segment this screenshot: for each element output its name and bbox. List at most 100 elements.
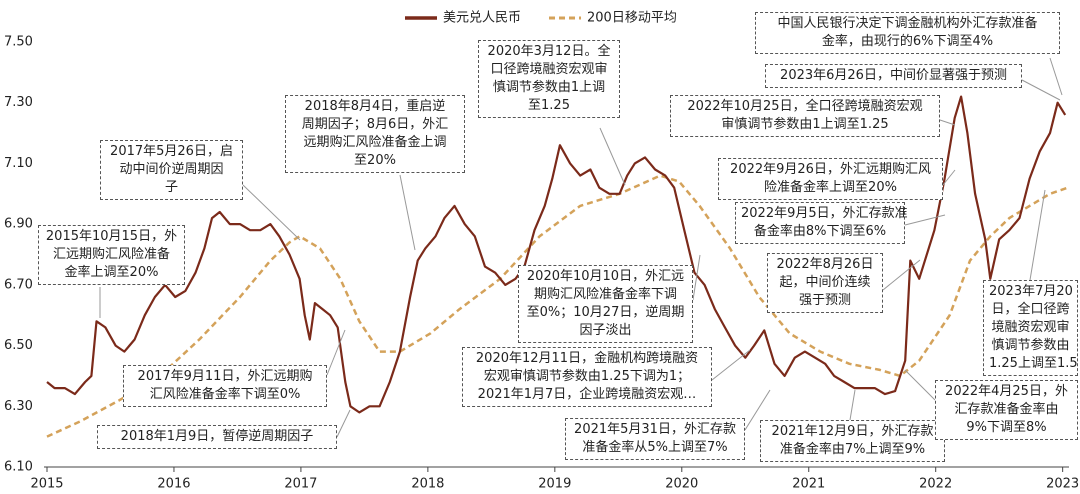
annotation-text: 至1.25 bbox=[528, 98, 570, 113]
annotation-leader bbox=[904, 369, 936, 401]
annotation-box: 2023年6月26日，中间价显著强于预测 bbox=[765, 64, 1022, 88]
annotation-box: 2017年5月26日，启 动中间价逆周期因子 bbox=[100, 140, 243, 200]
annotation-text: 2018年8月4日，重启逆 bbox=[304, 99, 446, 114]
annotation-leader bbox=[882, 259, 921, 291]
annotation-text: 2017年9月11日，外汇远期购 bbox=[137, 369, 313, 384]
x-tick-label: 2020 bbox=[665, 477, 698, 492]
annotation-text: 2020年3月12日。全 bbox=[487, 44, 611, 59]
annotation-box: 2017年9月11日，外汇远期购 汇风险准备金率下调至0% bbox=[123, 365, 327, 407]
annotation-text: 起，中间价连续 bbox=[779, 275, 871, 290]
annotation-text: 2022年10月25日，全口径跨境融资宏观 bbox=[687, 99, 923, 114]
annotation-text: 汇远期购汇风险准备 bbox=[52, 247, 170, 262]
annotation-leader bbox=[599, 127, 626, 186]
annotation-text: 慎调节参数由 bbox=[991, 338, 1070, 353]
annotation-box: 2020年12月11日，金融机构跨境融资 宏观审慎调节参数由1.25下调为1； 20… bbox=[462, 347, 712, 407]
annotation-leader bbox=[711, 349, 751, 381]
annotation-text: 2020年12月11日，金融机构跨境融资 bbox=[475, 351, 699, 366]
annotation-leader bbox=[904, 214, 946, 226]
annotation-text: 2022年9月26日，外汇远期购汇风 bbox=[730, 162, 931, 177]
annotation-leader bbox=[1029, 189, 1046, 281]
annotation-leader bbox=[939, 119, 956, 126]
annotation-box: 2022年4月25日，外 汇存款准备金率由 9%下调至8% bbox=[935, 380, 1078, 440]
series-line bbox=[46, 95, 1067, 414]
annotation-text: 2021年12月9日，外汇存款 bbox=[771, 424, 934, 439]
annotation-text: 期购汇风险准备金率下调 bbox=[533, 287, 677, 302]
annotation-text: 至20% bbox=[354, 153, 396, 168]
annotation-leader bbox=[1021, 79, 1061, 101]
y-tick-label: 6.30 bbox=[4, 399, 33, 414]
x-tick-label: 2018 bbox=[411, 477, 444, 492]
annotation-text: 备金率由8%下调至6% bbox=[753, 224, 887, 239]
annotation-text: 汇存款准备金率由 bbox=[954, 402, 1059, 417]
series-line bbox=[46, 174, 1069, 438]
annotation-box: 2015年10月15日，外 汇远期购汇风险准备 金率上调至20% bbox=[38, 225, 185, 285]
annotation-leader bbox=[242, 184, 301, 241]
annotation-text: 2022年9月5日，外汇存款准 bbox=[741, 206, 908, 221]
y-tick-label: 7.30 bbox=[4, 95, 33, 110]
y-tick-label: 6.50 bbox=[4, 338, 33, 353]
annotation-text: 动中间价逆周期因 bbox=[119, 162, 224, 177]
annotation-leader bbox=[942, 169, 956, 186]
annotation-box: 2022年8月26日 起，中间价连续 强于预测 bbox=[767, 253, 883, 313]
annotation-box: 2023年7月20 日，全口径跨 境融资宏观审 慎调节参数由 1.25上调至1.5 bbox=[983, 280, 1078, 376]
x-tick-label: 2021 bbox=[792, 477, 825, 492]
annotation-text: 2021年1月7日，企业跨境融资宏观… bbox=[477, 387, 697, 402]
x-tick-label: 2016 bbox=[157, 477, 190, 492]
annotation-leader bbox=[692, 254, 701, 301]
annotation-text: 因子淡出 bbox=[579, 323, 632, 338]
annotation-text: 境融资宏观审 bbox=[991, 320, 1070, 335]
x-tick-label: 2023 bbox=[1046, 477, 1079, 492]
annotation-text: 至0%；10月27日，逆周期 bbox=[526, 305, 685, 320]
annotation-text: 周期因子；8月6日，外汇 bbox=[301, 117, 449, 132]
annotation-leader bbox=[336, 409, 351, 438]
annotation-text: 2022年8月26日 bbox=[776, 257, 874, 272]
annotation-leader bbox=[744, 389, 771, 431]
annotation-box: 中国人民银行决定下调金融机构外汇存款准备 金率，由现行的6%下调至4% bbox=[755, 12, 1060, 54]
y-tick-label: 7.10 bbox=[4, 156, 33, 171]
annotation-text: 2021年5月31日，外汇存款 bbox=[574, 422, 736, 437]
annotation-text: 1.25上调至1.5 bbox=[989, 356, 1078, 371]
annotation-text: 2022年4月25日，外 bbox=[945, 384, 1068, 399]
annotation-text: 日，全口径跨 bbox=[991, 302, 1070, 317]
annotation-text: 子 bbox=[164, 180, 178, 195]
annotation-text: 金率，由现行的6%下调至4% bbox=[821, 34, 994, 49]
annotation-leader bbox=[326, 329, 346, 376]
annotation-text: 慎调节参数由1上调 bbox=[492, 80, 606, 95]
annotation-text: 中国人民银行决定下调金融机构外汇存款准备 bbox=[777, 16, 1038, 31]
x-tick-label: 2022 bbox=[919, 477, 952, 492]
annotation-box: 2020年10月10日，外汇远 期购汇风险准备金率下调 至0%；10月27日，逆周期… bbox=[518, 265, 693, 343]
annotation-text: 险准备金率上调至20% bbox=[764, 180, 897, 195]
annotation-text: 2017年5月26日，启 bbox=[110, 144, 233, 159]
annotation-box: 2018年8月4日，重启逆 周期因子；8月6日，外汇 远期购汇风险准备金上调 至20% bbox=[285, 95, 465, 173]
annotation-text: 宏观审慎调节参数由1.25下调为1； bbox=[483, 369, 691, 384]
annotation-text: 审慎调节参数由1上调至1.25 bbox=[721, 117, 889, 132]
annotation-text: 强于预测 bbox=[798, 293, 851, 308]
annotation-text: 远期购汇风险准备金上调 bbox=[303, 135, 447, 150]
annotation-text: 准备金率从5%上调至7% bbox=[582, 440, 728, 455]
legend-label: 美元兑人民币 bbox=[443, 11, 521, 26]
annotation-text: 2018年1月9日，暂停逆周期因子 bbox=[120, 429, 314, 444]
annotation-leader bbox=[849, 389, 856, 421]
annotation-text: 金率上调至20% bbox=[64, 265, 159, 280]
annotation-text: 9%下调至8% bbox=[966, 420, 1047, 435]
annotation-text: 2015年10月15日，外 bbox=[45, 229, 178, 244]
annotation-box: 2021年5月31日，外汇存款 准备金率从5%上调至7% bbox=[565, 418, 745, 460]
x-tick-label: 2017 bbox=[284, 477, 317, 492]
y-tick-label: 6.70 bbox=[4, 277, 33, 292]
x-tick-label: 2015 bbox=[30, 477, 63, 492]
annotation-text: 口径跨境融资宏观审 bbox=[490, 62, 608, 77]
annotation-box: 2018年1月9日，暂停逆周期因子 bbox=[97, 425, 337, 449]
annotation-box: 2022年9月26日，外汇远期购汇风 险准备金率上调至20% bbox=[718, 158, 943, 200]
y-tick-label: 7.50 bbox=[4, 35, 33, 50]
y-tick-label: 6.90 bbox=[4, 217, 33, 232]
legend-label: 200日移动平均 bbox=[587, 11, 677, 26]
annotation-box: 2020年3月12日。全 口径跨境融资宏观审 慎调节参数由1上调 至1.25 bbox=[478, 40, 620, 118]
annotation-leader bbox=[399, 174, 416, 251]
annotation-box: 2021年12月9日，外汇存款 准备金率由7%上调至9% bbox=[760, 420, 945, 462]
annotation-box: 2022年10月25日，全口径跨境融资宏观 审慎调节参数由1上调至1.25 bbox=[670, 95, 940, 137]
annotation-text: 汇风险准备金率下调至0% bbox=[149, 387, 301, 402]
annotation-leader bbox=[1049, 57, 1063, 96]
annotation-text: 2020年10月10日，外汇远 bbox=[526, 269, 685, 284]
